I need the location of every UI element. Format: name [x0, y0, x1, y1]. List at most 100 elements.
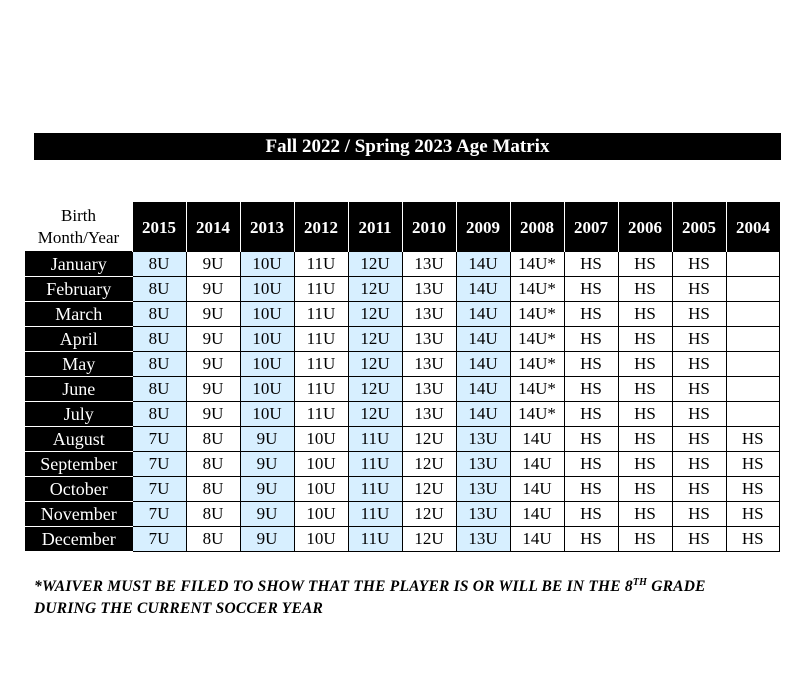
year-header: 2007: [563, 202, 618, 252]
table-row: February 8U 9U 10U 11U 12U 13U 14U 14U* HS HS HS: [25, 276, 780, 302]
year-header: 2006: [617, 202, 672, 252]
age-cell: 13U: [401, 401, 457, 427]
age-cell: HS: [725, 501, 780, 527]
age-cell: HS: [671, 426, 727, 452]
age-cell: 10U: [293, 501, 349, 527]
age-cell: HS: [671, 251, 727, 277]
footnote-line2: DURING THE CURRENT SOCCER YEAR: [34, 600, 324, 618]
age-cell: 14U: [509, 476, 565, 502]
age-cell: HS: [563, 351, 619, 377]
month-label: May: [25, 351, 133, 377]
age-cell: HS: [671, 451, 727, 477]
age-cell: HS: [617, 376, 673, 402]
age-cell: HS: [563, 476, 619, 502]
age-cell: 7U: [131, 451, 187, 477]
age-cell: HS: [671, 276, 727, 302]
age-cell: HS: [617, 401, 673, 427]
month-label: November: [25, 501, 133, 527]
age-matrix-table: Birth Month/Year 2015 2014 2013 2012 2011 201…: [25, 202, 780, 552]
age-cell: 8U: [185, 501, 241, 527]
age-cell: HS: [725, 476, 780, 502]
age-cell: 12U: [401, 501, 457, 527]
age-cell: HS: [671, 501, 727, 527]
age-cell: 11U: [347, 526, 403, 552]
age-cell: HS: [671, 326, 727, 352]
age-cell: HS: [671, 351, 727, 377]
age-cell: 8U: [131, 326, 187, 352]
age-cell: HS: [617, 326, 673, 352]
age-cell: 9U: [185, 276, 241, 302]
age-cell: 7U: [131, 526, 187, 552]
age-cell: 9U: [239, 501, 295, 527]
age-cell: 14U: [509, 426, 565, 452]
age-cell: 11U: [293, 376, 349, 402]
year-header: 2010: [401, 202, 456, 252]
age-cell: HS: [671, 476, 727, 502]
age-cell: 12U: [347, 276, 403, 302]
age-cell: 10U: [293, 476, 349, 502]
age-cell: [725, 351, 780, 377]
month-label: June: [25, 376, 133, 402]
age-cell: HS: [563, 426, 619, 452]
age-cell: 8U: [185, 526, 241, 552]
age-cell: 14U*: [509, 401, 565, 427]
age-cell: 14U: [455, 351, 511, 377]
age-cell: HS: [617, 451, 673, 477]
corner-label-line1: Birth: [61, 205, 96, 225]
age-cell: 7U: [131, 501, 187, 527]
age-cell: 11U: [347, 426, 403, 452]
age-cell: 7U: [131, 426, 187, 452]
age-cell: 8U: [131, 276, 187, 302]
age-cell: 13U: [455, 526, 511, 552]
age-cell: 10U: [239, 376, 295, 402]
age-cell: 11U: [293, 301, 349, 327]
age-cell: 9U: [185, 401, 241, 427]
table-row: May 8U 9U 10U 11U 12U 13U 14U 14U* HS HS HS: [25, 351, 780, 377]
age-cell: 9U: [185, 301, 241, 327]
age-cell: 14U: [455, 326, 511, 352]
age-cell: 13U: [401, 301, 457, 327]
age-cell: 12U: [347, 251, 403, 277]
age-cell: 14U*: [509, 251, 565, 277]
month-label: December: [25, 526, 133, 552]
age-cell: 11U: [347, 501, 403, 527]
footnote-text: *WAIVER MUST BE FILED TO SHOW THAT THE P…: [34, 578, 633, 596]
age-cell: 11U: [293, 401, 349, 427]
age-cell: 9U: [185, 351, 241, 377]
age-cell: HS: [563, 251, 619, 277]
age-cell: 8U: [185, 476, 241, 502]
year-header-row: Birth Month/Year 2015 2014 2013 2012 2011 201…: [25, 202, 780, 252]
age-cell: 12U: [347, 376, 403, 402]
age-cell: HS: [617, 501, 673, 527]
table-row: June 8U 9U 10U 11U 12U 13U 14U 14U* HS HS HS: [25, 376, 780, 402]
footnote-text-end: GRADE: [647, 578, 706, 596]
age-cell: 14U*: [509, 326, 565, 352]
age-cell: 9U: [239, 426, 295, 452]
year-header: 2009: [455, 202, 510, 252]
table-row: September 7U 8U 9U 10U 11U 12U 13U 14U HS HS HS HS: [25, 451, 780, 477]
age-cell: 11U: [293, 326, 349, 352]
age-cell: [725, 401, 780, 427]
table-row: March 8U 9U 10U 11U 12U 13U 14U 14U* HS HS HS: [25, 301, 780, 327]
age-cell: HS: [563, 501, 619, 527]
age-cell: HS: [563, 326, 619, 352]
age-cell: HS: [563, 276, 619, 302]
year-header: 2011: [347, 202, 402, 252]
age-cell: 9U: [239, 476, 295, 502]
age-cell: 12U: [347, 326, 403, 352]
age-cell: 14U: [455, 376, 511, 402]
age-cell: 12U: [347, 351, 403, 377]
age-cell: HS: [617, 351, 673, 377]
age-cell: 10U: [239, 326, 295, 352]
age-cell: 13U: [455, 501, 511, 527]
age-cell: 8U: [131, 251, 187, 277]
year-header: 2014: [185, 202, 240, 252]
age-cell: 14U: [455, 276, 511, 302]
age-cell: 8U: [131, 401, 187, 427]
corner-label: Birth Month/Year: [25, 202, 132, 252]
age-cell: [725, 301, 780, 327]
age-cell: 8U: [131, 301, 187, 327]
age-cell: 10U: [239, 276, 295, 302]
age-cell: 9U: [185, 376, 241, 402]
age-cell: [725, 376, 780, 402]
